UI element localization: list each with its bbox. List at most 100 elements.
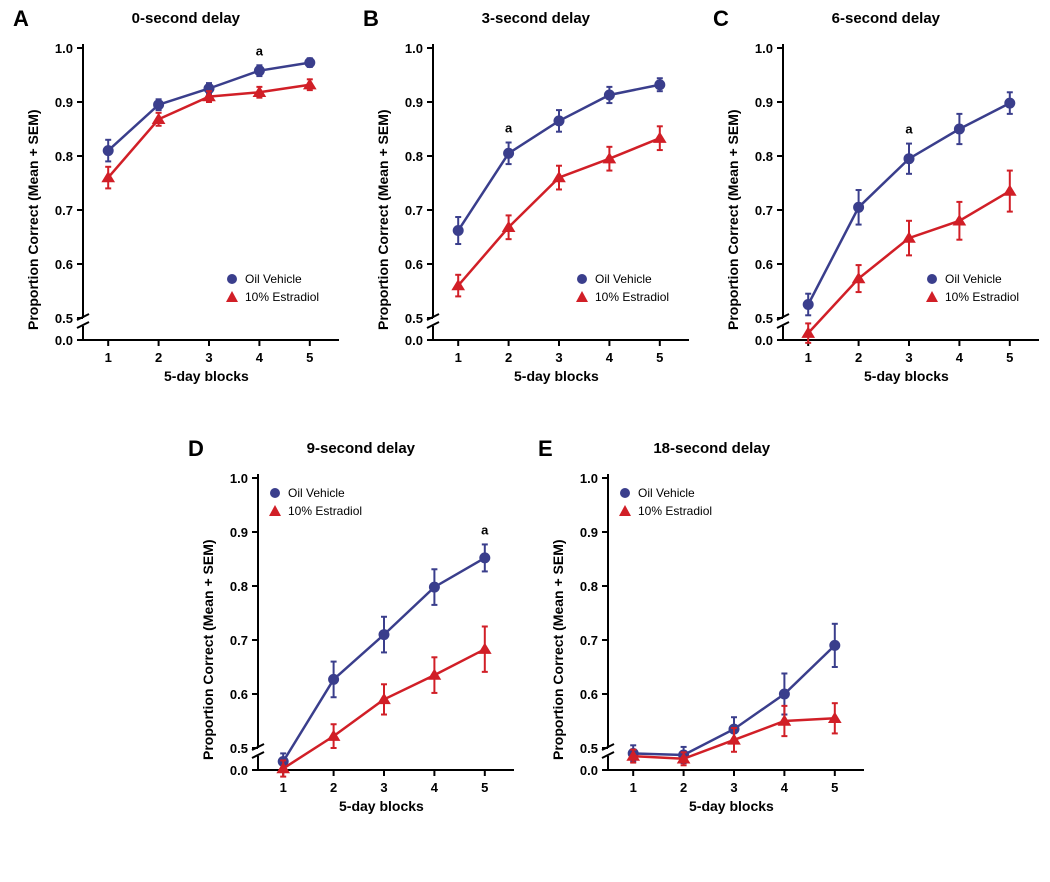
panel-C: C6-second delayProportion Correct (Mean … <box>705 0 1045 400</box>
circle-marker-icon <box>225 272 239 286</box>
panel-A: A0-second delayProportion Correct (Mean … <box>5 0 345 400</box>
svg-text:4: 4 <box>956 350 964 365</box>
svg-text:0.7: 0.7 <box>55 203 73 218</box>
svg-text:a: a <box>505 121 513 136</box>
panel-letter: D <box>188 436 204 462</box>
legend-label: 10% Estradiol <box>638 504 712 518</box>
triangle-marker-icon <box>225 290 239 304</box>
svg-text:3: 3 <box>905 350 912 365</box>
svg-text:1.0: 1.0 <box>55 41 73 56</box>
panel-row-2: D 9-second delay Proportion Correct (Mean … <box>0 430 1050 850</box>
svg-text:1.0: 1.0 <box>580 471 598 486</box>
svg-text:0.7: 0.7 <box>405 203 423 218</box>
svg-text:4: 4 <box>606 350 614 365</box>
svg-text:0.8: 0.8 <box>755 149 773 164</box>
svg-text:0.8: 0.8 <box>405 149 423 164</box>
svg-text:0.6: 0.6 <box>405 257 423 272</box>
panel-title: 6-second delay <box>832 10 940 27</box>
triangle-marker-icon <box>575 290 589 304</box>
svg-text:5: 5 <box>306 350 313 365</box>
panel-letter: E <box>538 436 553 462</box>
svg-text:0.7: 0.7 <box>755 203 773 218</box>
svg-text:5: 5 <box>481 780 488 795</box>
legend-item: Oil Vehicle <box>618 484 712 502</box>
x-axis-label: 5-day blocks <box>689 798 774 814</box>
legend: Oil Vehicle 10% Estradiol <box>225 270 319 306</box>
y-axis-label: Proportion Correct (Mean + SEM) <box>725 109 741 330</box>
svg-text:0.6: 0.6 <box>230 687 248 702</box>
legend-label: Oil Vehicle <box>288 486 345 500</box>
svg-text:3: 3 <box>205 350 212 365</box>
legend-item: 10% Estradiol <box>268 502 362 520</box>
svg-text:0.8: 0.8 <box>230 579 248 594</box>
svg-text:1.0: 1.0 <box>755 41 773 56</box>
svg-text:0.8: 0.8 <box>580 579 598 594</box>
svg-text:5: 5 <box>831 780 838 795</box>
panel-title: 9-second delay <box>307 440 415 457</box>
legend-item: Oil Vehicle <box>575 270 669 288</box>
legend-item: Oil Vehicle <box>225 270 319 288</box>
svg-text:0.0: 0.0 <box>580 763 598 778</box>
svg-text:0.9: 0.9 <box>580 525 598 540</box>
svg-text:a: a <box>256 43 264 58</box>
x-axis-label: 5-day blocks <box>164 368 249 384</box>
svg-text:2: 2 <box>680 780 687 795</box>
svg-text:0.0: 0.0 <box>230 763 248 778</box>
svg-text:1: 1 <box>455 350 462 365</box>
legend-item: Oil Vehicle <box>925 270 1019 288</box>
legend-label: Oil Vehicle <box>245 272 302 286</box>
svg-text:4: 4 <box>781 780 789 795</box>
svg-text:0.5: 0.5 <box>580 741 598 756</box>
svg-text:0.9: 0.9 <box>55 95 73 110</box>
svg-text:0.6: 0.6 <box>580 687 598 702</box>
plot-svg: 0.00.50.60.70.80.91.012345a <box>705 0 1045 400</box>
panel-letter: A <box>13 6 29 32</box>
panel-D: D 9-second delay Proportion Correct (Mean … <box>180 430 520 830</box>
svg-text:5: 5 <box>656 350 663 365</box>
svg-text:1: 1 <box>105 350 112 365</box>
legend: Oil Vehicle 10% Estradiol <box>575 270 669 306</box>
svg-text:0.5: 0.5 <box>755 311 773 326</box>
svg-text:2: 2 <box>855 350 862 365</box>
svg-text:0.8: 0.8 <box>55 149 73 164</box>
svg-text:4: 4 <box>431 780 439 795</box>
svg-text:4: 4 <box>256 350 264 365</box>
circle-marker-icon <box>268 486 282 500</box>
svg-text:0.6: 0.6 <box>755 257 773 272</box>
figure: A0-second delayProportion Correct (Mean … <box>0 0 1050 882</box>
panel-E: E18-second delayProportion Correct (Mean… <box>530 430 870 830</box>
legend-item: 10% Estradiol <box>618 502 712 520</box>
svg-text:1: 1 <box>805 350 812 365</box>
circle-marker-icon <box>925 272 939 286</box>
svg-text:0.7: 0.7 <box>230 633 248 648</box>
plot-svg: 0.00.50.60.70.80.91.012345a <box>5 0 345 400</box>
legend: Oil Vehicle 10% Estradiol <box>925 270 1019 306</box>
triangle-marker-icon <box>618 504 632 518</box>
svg-text:1: 1 <box>630 780 637 795</box>
legend-label: Oil Vehicle <box>945 272 1002 286</box>
svg-text:2: 2 <box>505 350 512 365</box>
svg-text:0.9: 0.9 <box>230 525 248 540</box>
plot-svg: 0.00.50.60.70.80.91.012345a <box>355 0 695 400</box>
panel-B: B3-second delayProportion Correct (Mean … <box>355 0 695 400</box>
svg-text:0.0: 0.0 <box>405 333 423 348</box>
svg-text:0.5: 0.5 <box>405 311 423 326</box>
svg-text:0.5: 0.5 <box>230 741 248 756</box>
circle-marker-icon <box>618 486 632 500</box>
legend-label: 10% Estradiol <box>595 290 669 304</box>
legend-item: Oil Vehicle <box>268 484 362 502</box>
svg-text:3: 3 <box>380 780 387 795</box>
panel-row-1: A0-second delayProportion Correct (Mean … <box>0 0 1050 410</box>
svg-text:a: a <box>905 122 913 137</box>
legend-label: Oil Vehicle <box>595 272 652 286</box>
y-axis-label: Proportion Correct (Mean + SEM) <box>25 109 41 330</box>
legend-item: 10% Estradiol <box>225 288 319 306</box>
y-axis-label: Proportion Correct (Mean + SEM) <box>200 539 216 760</box>
legend: Oil Vehicle 10% Estradiol <box>618 484 712 520</box>
panel-title: 18-second delay <box>653 440 770 457</box>
svg-text:5: 5 <box>1006 350 1013 365</box>
svg-text:2: 2 <box>155 350 162 365</box>
circle-marker-icon <box>575 272 589 286</box>
svg-text:0.9: 0.9 <box>755 95 773 110</box>
legend-label: 10% Estradiol <box>945 290 1019 304</box>
